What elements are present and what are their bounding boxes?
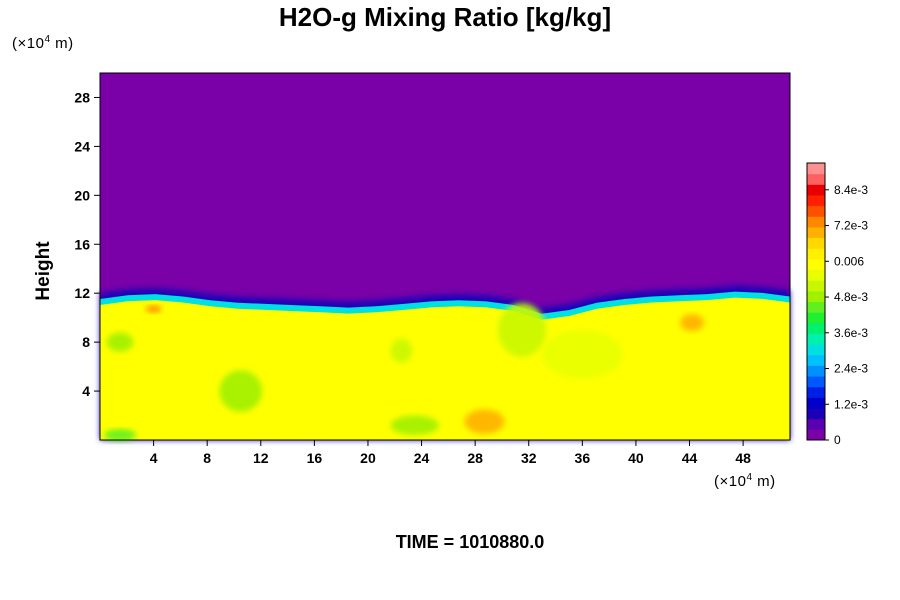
x-tick-label: 48 bbox=[735, 450, 751, 466]
colorbar-cell bbox=[807, 301, 825, 313]
colorbar-cell bbox=[807, 386, 825, 398]
colorbar-cell bbox=[807, 322, 825, 334]
chart-title: H2O-g Mixing Ratio [kg/kg] bbox=[278, 2, 612, 32]
colorbar-cell bbox=[807, 269, 825, 281]
colorbar-cell bbox=[807, 205, 825, 217]
colorbar-tick-label: 7.2e-3 bbox=[834, 219, 868, 233]
colorbar-tick-label: 1.2e-3 bbox=[834, 397, 868, 411]
colorbar-cell bbox=[807, 397, 825, 409]
y-tick-label: 16 bbox=[74, 236, 90, 252]
colorbar-cell bbox=[807, 429, 825, 441]
colorbar-cell bbox=[807, 312, 825, 324]
field-blob bbox=[390, 415, 439, 436]
colorbar-cell bbox=[807, 173, 825, 185]
field-blob bbox=[104, 428, 137, 442]
field-blob bbox=[464, 409, 505, 434]
y-tick-label: 8 bbox=[82, 334, 90, 350]
colorbar-cell bbox=[807, 248, 825, 260]
field-blob bbox=[219, 370, 263, 412]
x-tick-label: 8 bbox=[203, 450, 211, 466]
colorbar-cell bbox=[807, 408, 825, 420]
x-unit-exponent: 4 bbox=[746, 472, 753, 483]
colorbar-tick-label: 2.4e-3 bbox=[834, 362, 868, 376]
colorbar-tick-label: 4.8e-3 bbox=[834, 290, 868, 304]
colorbar-cell bbox=[807, 354, 825, 366]
x-axis-unit: (×104 m) bbox=[714, 472, 776, 490]
y-tick-label: 4 bbox=[82, 383, 90, 399]
colorbar-cell bbox=[807, 376, 825, 388]
field-blob bbox=[106, 332, 134, 352]
x-tick-label: 36 bbox=[575, 450, 591, 466]
colorbar-tick-label: 8.4e-3 bbox=[834, 183, 868, 197]
field-blob bbox=[497, 302, 547, 357]
colorbar-cell bbox=[807, 258, 825, 271]
x-unit-suffix: m) bbox=[752, 473, 776, 490]
x-tick-label: 24 bbox=[414, 450, 430, 466]
x-tick-label: 16 bbox=[307, 450, 323, 466]
y-tick-label: 24 bbox=[74, 138, 90, 154]
x-tick-label: 4 bbox=[150, 450, 158, 466]
y-tick-label: 12 bbox=[74, 285, 90, 301]
y-unit-exponent: 4 bbox=[44, 34, 51, 45]
colorbar-cell bbox=[807, 280, 825, 292]
field-blob bbox=[542, 329, 623, 379]
colorbar-tick-label: 0 bbox=[834, 433, 841, 447]
y-axis-unit: (×104 m) bbox=[12, 34, 74, 52]
x-tick-label: 20 bbox=[360, 450, 376, 466]
colorbar-cell bbox=[807, 184, 825, 196]
colorbar-cell bbox=[807, 344, 825, 356]
y-unit-suffix: m) bbox=[50, 35, 74, 52]
x-tick-label: 32 bbox=[521, 450, 537, 466]
y-tick-label: 20 bbox=[74, 187, 90, 203]
x-tick-label: 44 bbox=[682, 450, 698, 466]
colorbar-frame bbox=[806, 162, 826, 441]
plot-frame bbox=[99, 72, 791, 441]
colorbar-cell bbox=[807, 333, 825, 345]
x-unit-prefix: (×10 bbox=[714, 473, 747, 490]
colorbar-cell bbox=[807, 216, 825, 228]
plot-area bbox=[100, 73, 790, 442]
time-label: TIME = 1010880.0 bbox=[395, 532, 545, 552]
y-unit-prefix: (×10 bbox=[12, 35, 45, 52]
colorbar-cell bbox=[807, 290, 825, 302]
colorbar-cell bbox=[807, 365, 825, 377]
field-blob bbox=[390, 338, 413, 363]
colorbar-cell bbox=[807, 418, 825, 430]
colorbar-cell bbox=[807, 237, 825, 249]
x-tick-label: 28 bbox=[467, 450, 483, 466]
colorbar-cell bbox=[807, 163, 825, 175]
y-tick-label: 28 bbox=[74, 89, 90, 105]
field-lower bbox=[100, 297, 790, 440]
field-blob bbox=[680, 313, 705, 332]
colorbar-tick-label: 0.006 bbox=[834, 254, 864, 268]
colorbar-cell bbox=[807, 194, 825, 207]
colorbar: 0 1.2e-3 2.4e-3 3.6e-3 4.8e-3 0.006 7.2e-3 8.4e… bbox=[806, 162, 868, 447]
field-blob bbox=[145, 305, 162, 313]
colorbar-cell bbox=[807, 226, 825, 239]
x-tick-label: 12 bbox=[253, 450, 269, 466]
x-tick-label: 40 bbox=[628, 450, 644, 466]
colorbar-tick-label: 3.6e-3 bbox=[834, 326, 868, 340]
